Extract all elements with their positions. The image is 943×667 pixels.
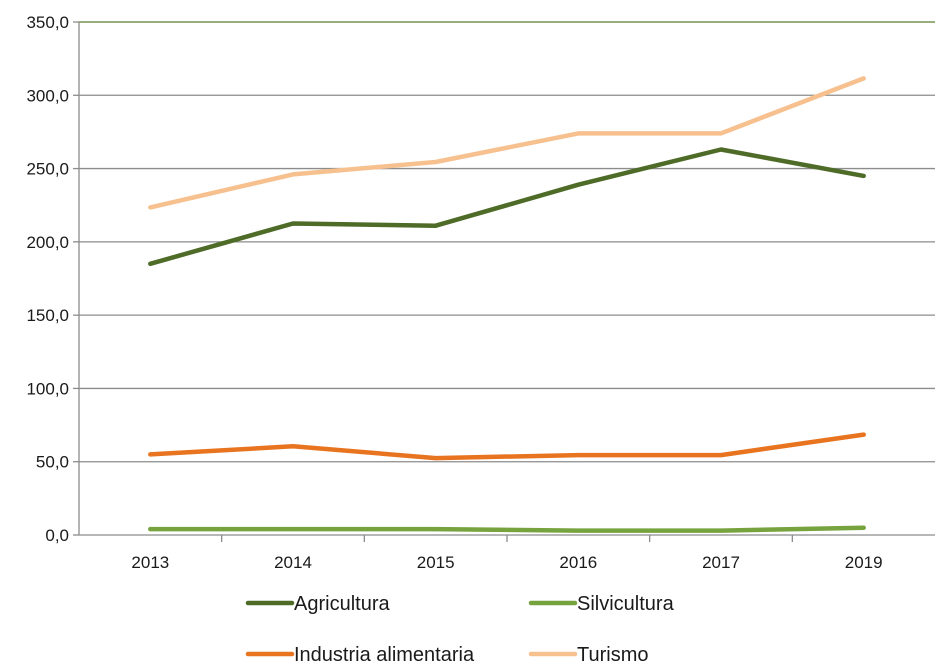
y-tick-label: 50,0 (36, 453, 69, 472)
x-tick-label: 2014 (274, 553, 312, 572)
x-axis-ticks: 2013 2014 2015 2016 2017 2019 (131, 535, 883, 572)
legend-item-turismo: Turismo (528, 644, 648, 666)
legend-label: Silvicultura (577, 593, 675, 615)
x-tick-label: 2015 (417, 553, 455, 572)
series-line-silvicultura (148, 525, 866, 533)
y-axis-ticks: 0,0 50,0 100,0 150,0 200,0 250,0 300,0 350,0 (26, 13, 79, 545)
y-tick-label: 150,0 (26, 306, 69, 325)
x-tick-label: 2019 (845, 553, 883, 572)
legend-item-agricultura: Agricultura (245, 593, 390, 615)
legend: Agricultura Silvicultura Industria aliment… (245, 593, 675, 666)
legend-item-industria-alimentaria: Industria alimentaria (245, 644, 475, 666)
y-tick-label: 100,0 (26, 379, 69, 398)
series-line-agricultura (148, 147, 866, 267)
y-tick-label: 250,0 (26, 160, 69, 179)
legend-item-silvicultura: Silvicultura (528, 593, 675, 615)
y-tick-label: 350,0 (26, 13, 69, 32)
x-tick-label: 2016 (559, 553, 597, 572)
series-line-turismo (148, 76, 866, 210)
series-lines (148, 76, 866, 533)
x-tick-label: 2017 (702, 553, 740, 572)
legend-label: Industria alimentaria (294, 644, 475, 662)
legend-label: Agricultura (294, 593, 390, 615)
y-tick-label: 300,0 (26, 86, 69, 105)
x-tick-label: 2013 (131, 553, 169, 572)
y-tick-label: 0,0 (45, 526, 69, 545)
gridlines (79, 21, 935, 463)
y-tick-label: 200,0 (26, 233, 69, 252)
legend-label: Turismo (577, 644, 648, 662)
series-line-industria-alimentaria (148, 432, 866, 461)
